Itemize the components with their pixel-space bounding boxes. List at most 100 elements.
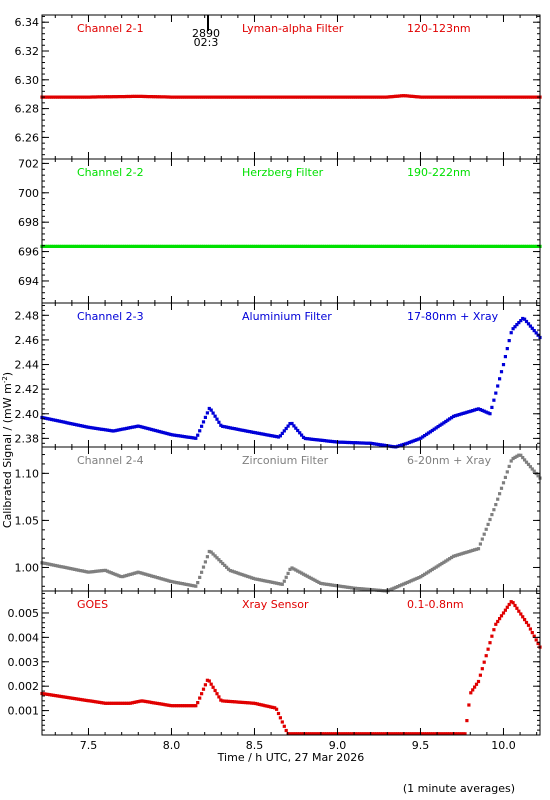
data-point — [505, 347, 509, 351]
data-point — [321, 244, 325, 248]
data-point — [509, 331, 513, 335]
data-point — [467, 244, 471, 248]
data-point — [238, 700, 242, 704]
data-point — [344, 585, 348, 589]
data-point — [375, 588, 379, 592]
data-point — [342, 440, 346, 444]
data-point — [226, 699, 231, 703]
data-point — [515, 323, 519, 327]
data-point — [150, 700, 154, 705]
data-point — [65, 566, 69, 570]
data-point — [503, 355, 507, 359]
data-point — [315, 244, 319, 248]
y-tick-label: 0.004 — [8, 631, 40, 644]
data-point — [251, 244, 256, 248]
data-point — [501, 244, 506, 248]
data-point — [359, 244, 363, 248]
data-point — [434, 426, 438, 430]
data-point — [463, 411, 467, 415]
data-point — [426, 244, 431, 248]
data-point — [376, 588, 381, 592]
data-point — [205, 555, 209, 559]
data-point — [499, 95, 504, 99]
data-point — [246, 429, 250, 433]
data-point — [471, 548, 475, 552]
data-point — [65, 695, 69, 699]
data-point — [63, 95, 67, 99]
data-point — [163, 431, 167, 435]
data-point — [171, 244, 175, 248]
data-point — [367, 732, 371, 736]
data-point — [496, 95, 500, 99]
marker-label: 2890 — [192, 27, 220, 40]
data-point — [98, 95, 102, 99]
data-point — [219, 560, 223, 564]
data-point — [192, 436, 196, 440]
data-point — [259, 703, 263, 707]
data-point — [459, 95, 463, 99]
data-point — [255, 244, 259, 248]
data-point — [511, 456, 515, 461]
data-point — [480, 537, 484, 541]
data-point — [517, 244, 521, 248]
data-point — [153, 701, 157, 705]
data-point — [415, 732, 419, 736]
data-point — [273, 244, 277, 248]
data-point — [176, 581, 181, 585]
channel-label: Channel 2-2 — [77, 166, 144, 179]
data-point — [534, 638, 538, 642]
x-tick-label: 8.0 — [163, 739, 181, 752]
data-point — [471, 409, 475, 413]
data-point — [228, 95, 232, 99]
data-point — [505, 95, 509, 99]
data-point — [88, 699, 92, 703]
data-point — [157, 244, 161, 248]
data-point — [294, 732, 298, 736]
data-point — [394, 585, 398, 589]
data-point — [230, 95, 234, 99]
data-point — [350, 95, 354, 99]
data-point — [46, 562, 50, 566]
data-point — [282, 244, 286, 248]
data-point — [107, 570, 111, 574]
data-point — [267, 704, 271, 709]
data-point — [167, 579, 171, 583]
data-point — [265, 704, 269, 708]
data-point — [78, 697, 83, 702]
data-point — [480, 95, 484, 99]
data-point — [434, 244, 438, 248]
data-point — [73, 95, 77, 99]
data-point — [69, 567, 73, 571]
data-point — [309, 244, 313, 248]
data-point — [467, 95, 471, 99]
data-point — [357, 244, 361, 248]
data-point — [76, 423, 81, 427]
data-point — [173, 433, 177, 437]
y-tick-label: 2.38 — [15, 432, 40, 445]
data-point — [267, 244, 271, 248]
data-point — [392, 94, 396, 99]
data-point — [350, 441, 354, 445]
data-point — [386, 444, 390, 448]
data-point — [98, 427, 102, 431]
data-point — [226, 244, 231, 248]
data-point — [284, 426, 288, 431]
data-point — [142, 244, 146, 248]
data-point — [378, 588, 382, 592]
data-point — [230, 426, 234, 430]
data-point — [228, 569, 232, 573]
data-point — [319, 95, 323, 99]
data-point — [351, 244, 356, 248]
data-point — [150, 427, 154, 432]
data-point — [215, 244, 219, 248]
data-point — [482, 95, 486, 99]
data-point — [432, 732, 436, 736]
data-point — [503, 608, 507, 612]
data-point — [446, 418, 450, 422]
data-point — [113, 95, 117, 99]
data-point — [157, 429, 161, 434]
data-point — [201, 95, 206, 99]
data-point — [278, 582, 282, 586]
data-point — [294, 95, 298, 99]
data-point — [276, 244, 281, 248]
